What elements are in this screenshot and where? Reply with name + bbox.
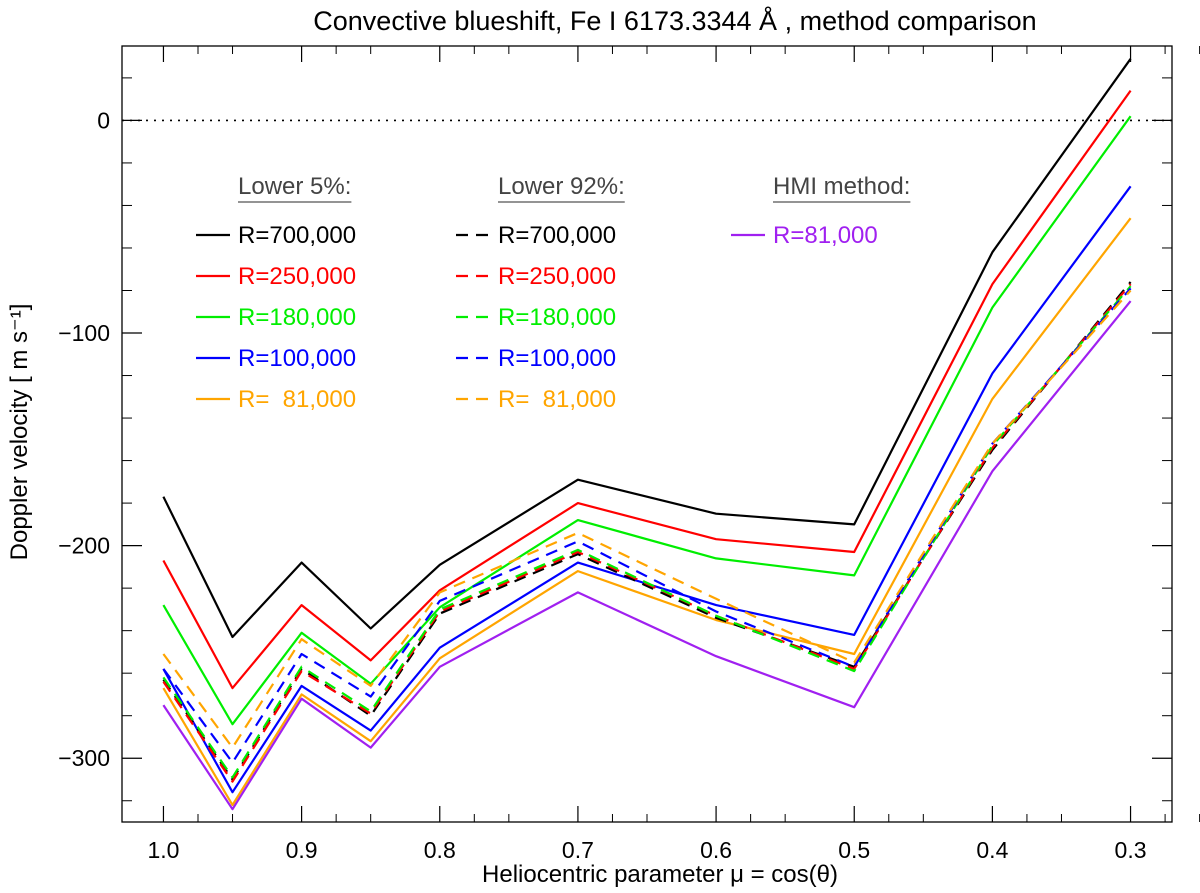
- legend-entry-label: R=100,000: [498, 345, 616, 372]
- legend-entry-label: R=250,000: [238, 263, 356, 290]
- series-line: [162, 283, 1132, 783]
- series-line: [162, 287, 1132, 764]
- plot-area: 1.0 0.9 0.8 0.7 0.6 0.5 0.4 0.3 −300 −200 −100 0 Low…: [58, 45, 1200, 863]
- x-tick-label: 0.6: [700, 837, 732, 863]
- legend-entry-label: R=700,000: [238, 222, 356, 249]
- x-tick-label: 0.3: [1115, 837, 1147, 863]
- series-line: [162, 300, 1132, 811]
- x-tick-label: 1.0: [147, 837, 179, 863]
- x-tick-label: 0.9: [286, 837, 318, 863]
- y-tick-label: −200: [58, 533, 110, 559]
- legend-entry-label: R=250,000: [498, 263, 616, 290]
- legend-entry-label: R=180,000: [238, 304, 356, 331]
- x-tick-label: 0.8: [424, 837, 456, 863]
- x-tick-label: 0.5: [838, 837, 870, 863]
- x-tick-label: 0.4: [976, 837, 1008, 863]
- legend-entry-label: R= 81,000: [238, 386, 356, 413]
- legend-group-title: Lower 5%:: [238, 173, 351, 200]
- series-line: [162, 58, 1132, 639]
- series-line: [162, 185, 1132, 794]
- y-axis-label: Doppler velocity [ m s⁻¹]: [6, 304, 33, 561]
- series-line: [162, 89, 1132, 690]
- legend-entry-label: R=180,000: [498, 304, 616, 331]
- y-tick-label: 0: [97, 107, 110, 133]
- legend-group-title: HMI method:: [773, 173, 910, 200]
- series-line: [162, 289, 1132, 749]
- legend-group-title: Lower 92%:: [498, 173, 625, 200]
- series-line: [162, 281, 1132, 781]
- x-axis-label: Heliocentric parameter μ = cos(θ): [482, 861, 838, 888]
- series-line: [162, 115, 1132, 726]
- legend-entry-label: R=81,000: [773, 222, 878, 249]
- series-line: [162, 217, 1132, 807]
- legend-entry-label: R=100,000: [238, 345, 356, 372]
- legend-entry-label: R=700,000: [498, 222, 616, 249]
- series-line: [162, 285, 1132, 779]
- chart-title: Convective blueshift, Fe I 6173.3344 Å ,…: [313, 5, 1036, 36]
- legend-entry-label: R= 81,000: [498, 386, 616, 413]
- y-tick-label: −300: [58, 745, 110, 771]
- y-tick-label: −100: [58, 320, 110, 346]
- x-tick-label: 0.7: [562, 837, 594, 863]
